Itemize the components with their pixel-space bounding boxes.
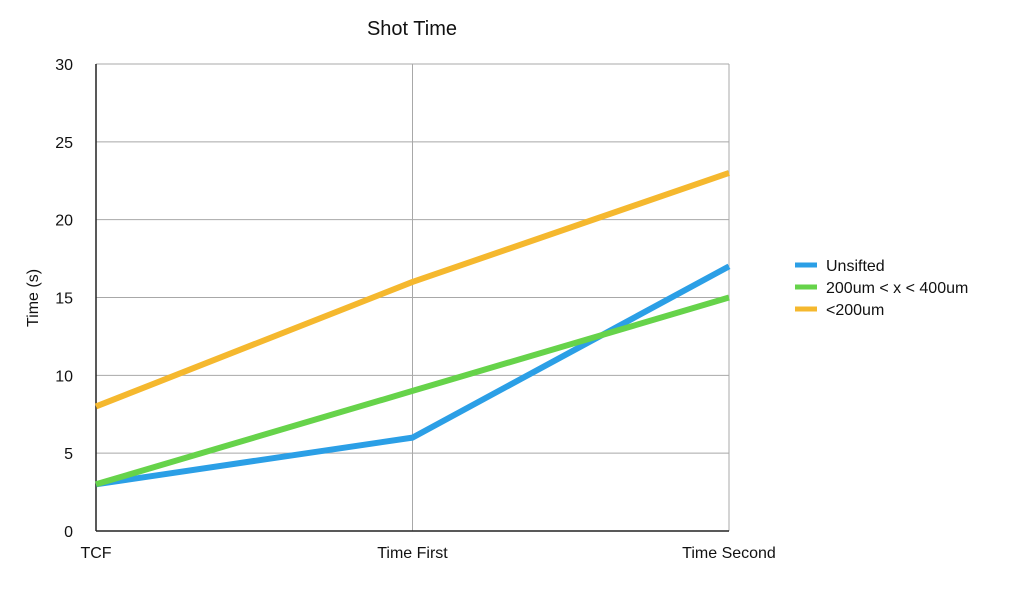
legend-label: <200um — [826, 302, 884, 319]
y-tick-label: 10 — [55, 368, 73, 385]
x-tick-labels: TCF Time First Time Second — [80, 545, 775, 562]
axes — [95, 64, 729, 532]
y-tick-label: 0 — [64, 524, 73, 541]
series-line — [95, 263, 731, 488]
y-tick-label: 20 — [55, 213, 73, 230]
legend: Unsifted 200um < x < 400um <200um — [795, 258, 968, 319]
gridlines — [96, 63, 730, 531]
x-tick-label: Time Second — [682, 545, 776, 562]
y-tick-label: 5 — [64, 446, 73, 463]
y-tick-label: 25 — [55, 135, 73, 152]
series-line — [94, 170, 730, 410]
legend-label: 200um < x < 400um — [826, 280, 968, 297]
series-line — [95, 294, 730, 488]
x-tick-label: TCF — [80, 545, 111, 562]
x-tick-label: Time First — [377, 545, 448, 562]
y-tick-labels: 0 5 10 15 20 25 30 — [55, 57, 73, 541]
y-axis-label: Time (s) — [25, 269, 42, 327]
chart-title: Shot Time — [367, 18, 457, 40]
y-tick-label: 15 — [55, 291, 73, 308]
y-tick-label: 30 — [55, 57, 73, 74]
legend-label: Unsifted — [826, 258, 885, 275]
series-lines — [94, 170, 731, 488]
